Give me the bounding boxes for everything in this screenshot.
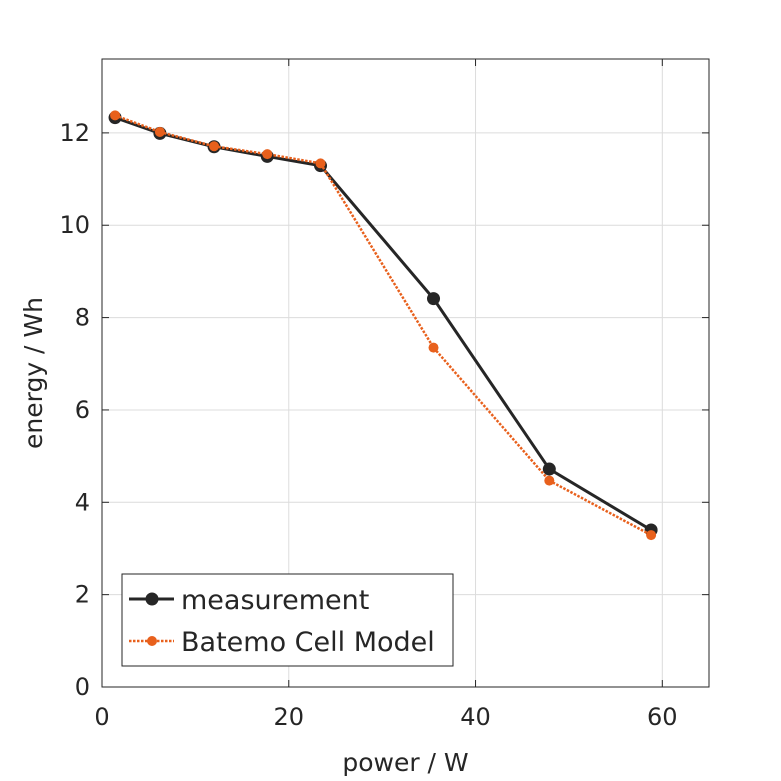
y-tick-label: 4	[75, 488, 90, 516]
x-tick-label: 60	[647, 703, 678, 731]
series-2-point	[646, 530, 657, 541]
series-2-point	[110, 110, 121, 121]
series-2-point	[428, 342, 439, 353]
y-tick-label: 0	[75, 673, 90, 701]
series-2-point	[154, 126, 165, 137]
legend-label-1: measurement	[181, 585, 369, 616]
series-2-point	[544, 475, 555, 486]
series-2-point	[209, 141, 220, 152]
legend-marker-2	[147, 636, 157, 646]
series-line-2	[114, 114, 652, 537]
y-tick-label: 8	[75, 304, 90, 332]
legend-label-2: Batemo Cell Model	[181, 627, 435, 658]
y-tick-label: 2	[75, 581, 90, 609]
series-line-1	[114, 116, 652, 532]
plot-area	[101, 58, 710, 688]
legend-box	[121, 573, 454, 667]
x-tick-label: 0	[94, 703, 109, 731]
series-1-point	[427, 292, 441, 306]
series-layer	[108, 110, 658, 541]
series-1-point	[542, 462, 556, 476]
y-tick-label: 12	[59, 119, 90, 147]
y-axis-title: energy / Wh	[19, 297, 48, 449]
x-tick-label: 40	[460, 703, 491, 731]
series-2-point	[315, 158, 326, 169]
series-2-point	[262, 149, 273, 160]
legend-marker-1	[145, 592, 159, 606]
y-tick-label: 10	[59, 211, 90, 239]
x-tick-label: 20	[273, 703, 304, 731]
axis-ticks: 0 20 40 60 0 2 4 6 8 10 12	[59, 59, 709, 731]
legend: measurement Batemo Cell Model	[121, 573, 454, 667]
y-tick-label: 6	[75, 396, 90, 424]
x-axis-title: power / W	[342, 748, 468, 777]
